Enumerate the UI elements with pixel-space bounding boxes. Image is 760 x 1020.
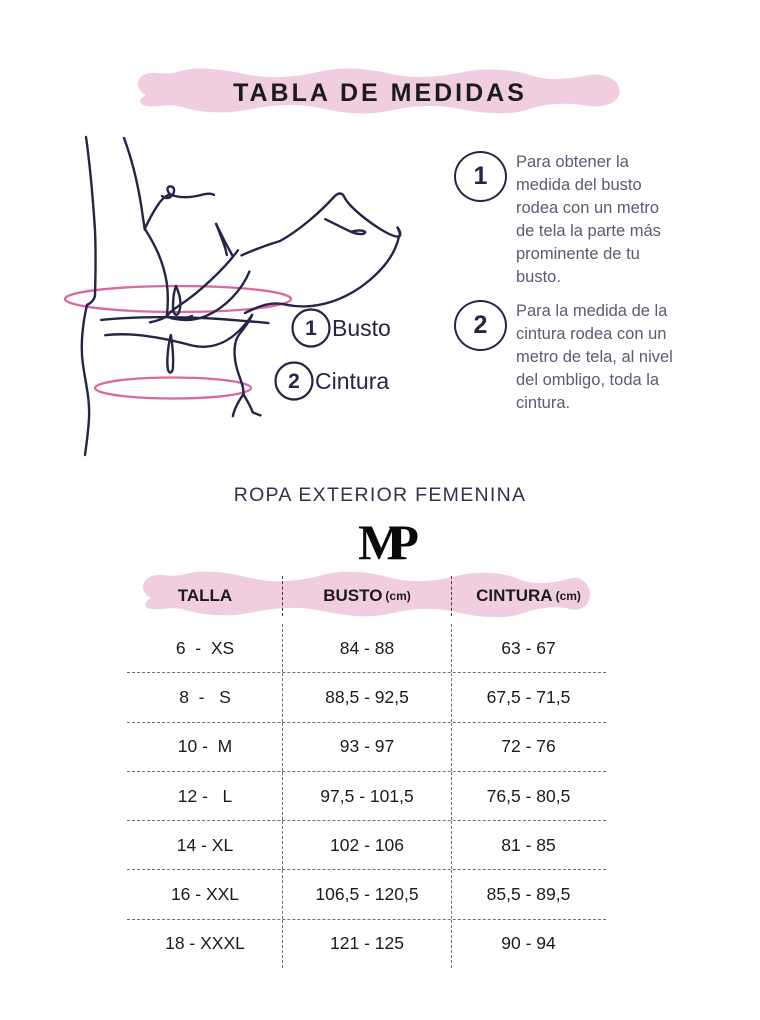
- svg-text:2: 2: [288, 370, 300, 393]
- svg-text:Cintura: Cintura: [315, 368, 389, 394]
- svg-text:1: 1: [305, 317, 317, 340]
- svg-text:Busto: Busto: [332, 315, 391, 341]
